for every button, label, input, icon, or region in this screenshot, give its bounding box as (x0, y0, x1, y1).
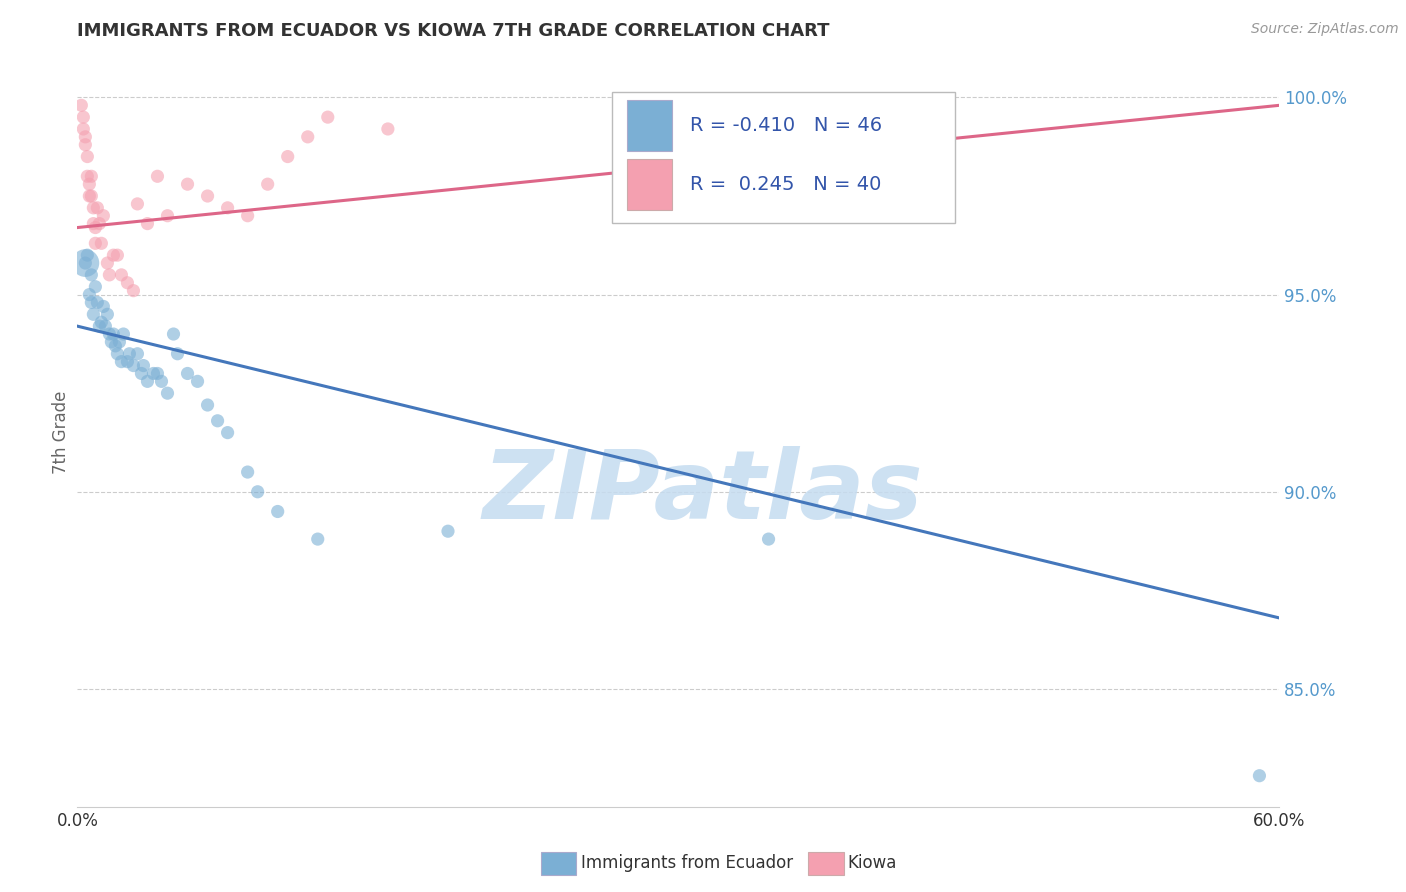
Point (108, 334, 131, 349)
Point (758, 532, 780, 546)
Point (176, 367, 198, 381)
Point (79, 287, 101, 301)
Point (297, 129, 319, 144)
Point (117, 276, 139, 290)
Point (80, 189, 103, 203)
Text: Source: ZipAtlas.com: Source: ZipAtlas.com (1251, 22, 1399, 37)
Point (166, 347, 188, 361)
Point (142, 367, 165, 381)
Point (307, 532, 329, 546)
Point (98, 268, 121, 282)
Point (75, 256, 97, 270)
Point (1249, 769, 1271, 783)
Text: ZIPatlas: ZIPatlas (482, 446, 922, 539)
Point (84, 220, 107, 235)
Point (131, 367, 153, 381)
Point (103, 326, 125, 341)
Point (156, 209, 179, 223)
Y-axis label: 7th Grade: 7th Grade (52, 391, 70, 475)
Point (94, 319, 117, 334)
Point (217, 201, 239, 215)
Point (89, 217, 111, 231)
Point (107, 347, 129, 361)
Point (89, 319, 111, 334)
Bar (627, 100, 672, 151)
Point (75, 137, 97, 152)
Point (110, 268, 132, 282)
Point (136, 217, 159, 231)
Bar (627, 159, 672, 210)
Point (217, 425, 239, 440)
Point (79, 177, 101, 191)
Point (96, 256, 118, 270)
Point (150, 375, 173, 389)
Point (197, 398, 219, 412)
Point (118, 347, 141, 361)
Point (127, 347, 149, 361)
Point (256, 177, 278, 191)
Text: Immigrants from Ecuador: Immigrants from Ecuador (581, 855, 793, 872)
Point (267, 504, 290, 518)
Point (76, 169, 98, 184)
Point (79, 189, 101, 203)
Point (80, 268, 103, 282)
Point (86, 295, 108, 310)
Point (75, 256, 97, 270)
Point (187, 375, 209, 389)
Point (236, 209, 259, 223)
Point (82, 307, 104, 321)
Point (96, 307, 118, 321)
Point (437, 524, 460, 539)
Point (136, 375, 159, 389)
Point (70, 98, 93, 112)
Point (103, 248, 125, 262)
Point (162, 326, 184, 341)
Point (197, 189, 219, 203)
Point (72, 122, 94, 136)
Point (82, 217, 104, 231)
Text: R = -0.410   N = 46: R = -0.410 N = 46 (690, 116, 883, 135)
Text: Kiowa: Kiowa (848, 855, 897, 872)
Point (82, 201, 104, 215)
Point (107, 248, 129, 262)
Point (146, 367, 169, 381)
Point (75, 129, 97, 144)
Point (80, 295, 103, 310)
Point (127, 197, 149, 211)
Point (122, 284, 145, 298)
Point (117, 354, 139, 368)
Point (86, 201, 108, 215)
Point (112, 326, 135, 341)
Point (207, 414, 229, 428)
Point (122, 359, 145, 373)
Point (110, 354, 132, 368)
Point (100, 334, 122, 349)
Point (316, 110, 339, 124)
FancyBboxPatch shape (612, 92, 955, 223)
Point (72, 110, 94, 124)
Point (132, 359, 155, 373)
Point (236, 465, 259, 479)
Point (90, 315, 112, 329)
Text: R =  0.245   N = 40: R = 0.245 N = 40 (690, 175, 882, 194)
Point (768, 118, 790, 132)
Point (84, 236, 107, 251)
Point (98, 326, 121, 341)
Point (156, 386, 179, 401)
Point (176, 177, 198, 191)
Point (80, 169, 103, 184)
Text: IMMIGRANTS FROM ECUADOR VS KIOWA 7TH GRADE CORRELATION CHART: IMMIGRANTS FROM ECUADOR VS KIOWA 7TH GRA… (77, 22, 830, 40)
Point (93, 209, 115, 223)
Point (76, 248, 98, 262)
Point (93, 300, 115, 314)
Point (146, 169, 169, 184)
Point (277, 150, 299, 164)
Point (377, 122, 399, 136)
Point (90, 236, 112, 251)
Point (76, 150, 98, 164)
Point (104, 339, 127, 353)
Point (246, 484, 269, 499)
Point (84, 279, 107, 293)
